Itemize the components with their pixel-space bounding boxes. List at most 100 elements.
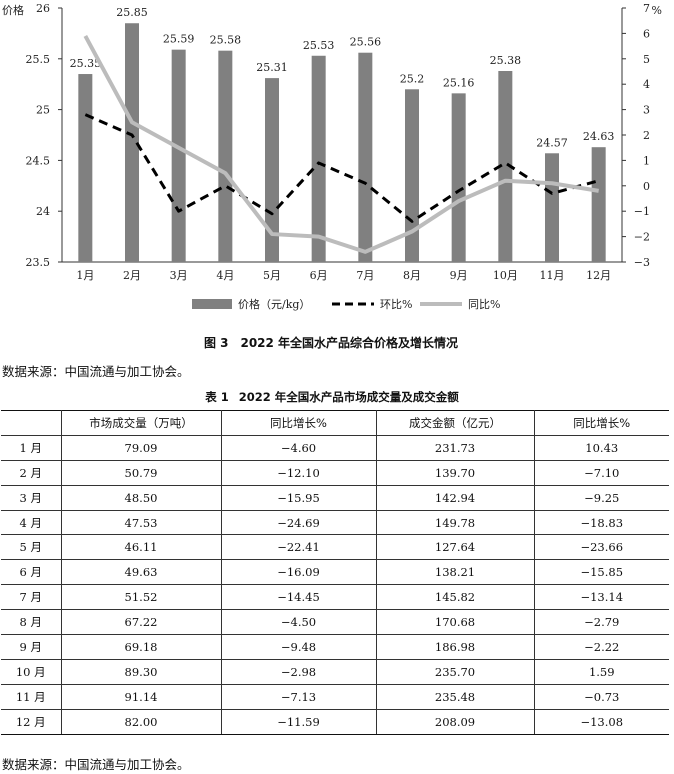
table-row: 6 月 49.63 −16.09 138.21 −15.85 xyxy=(1,559,669,586)
table-header-cell: 同比增长% xyxy=(533,410,669,436)
table-row: 12 月 82.00 −11.59 208.09 −13.08 xyxy=(1,709,669,735)
bar-value-label: 25.85 xyxy=(116,6,148,19)
left-tick-label: 24 xyxy=(36,205,50,218)
price-bar xyxy=(265,78,279,262)
table-row: 8 月 67.22 −4.50 170.68 −2.79 xyxy=(1,609,669,636)
price-bar xyxy=(78,74,93,262)
price-chart: 23.5 24 24.5 25 25.5 26 −3 −2 −1 0 1 2 3 4 5 6 7 价格% 25.35… xyxy=(0,0,674,330)
table-cell: 10.43 xyxy=(533,435,669,461)
table-cell: 69.18 xyxy=(60,634,222,660)
price-chart-svg: 23.5 24 24.5 25 25.5 26 −3 −2 −1 0 1 2 3 4 5 6 7 价格 % 25.35… xyxy=(2,2,662,311)
left-tick-label: 24.5 xyxy=(26,154,51,167)
table-cell: 235.48 xyxy=(375,684,535,710)
table-cell: 186.98 xyxy=(375,634,535,660)
table-cell: −13.08 xyxy=(533,709,669,735)
table-cell: 1.59 xyxy=(533,659,669,685)
right-tick-label: −2 xyxy=(634,231,650,244)
table-row: 2 月 50.79 −12.10 139.70 −7.10 xyxy=(1,460,669,486)
bar-value-label: 25.2 xyxy=(400,72,425,85)
table-cell: −9.48 xyxy=(220,634,377,660)
row-month-cell: 11 月 xyxy=(1,684,62,710)
table-cell: 48.50 xyxy=(60,485,222,511)
left-tick-label: 23.5 xyxy=(26,256,51,269)
table-cell: −15.95 xyxy=(220,485,377,511)
left-tick-label: 25.5 xyxy=(26,53,51,66)
table-cell: 170.68 xyxy=(375,609,535,636)
bar-value-label: 25.16 xyxy=(443,76,475,89)
table-cell: −7.10 xyxy=(533,460,669,486)
row-month-cell: 1 月 xyxy=(1,435,62,461)
row-month-cell: 7 月 xyxy=(1,584,62,611)
bar-value-label: 24.63 xyxy=(583,130,615,143)
table-header-cell: 同比增长% xyxy=(220,410,377,436)
right-tick-label: 0 xyxy=(643,180,650,193)
yoy-line xyxy=(83,34,599,254)
x-tick-label: 9月 xyxy=(450,269,468,282)
x-tick-label: 2月 xyxy=(123,269,141,282)
figure-source-note: 数据来源：中国流通与加工协会。 xyxy=(2,364,190,379)
price-bar xyxy=(498,70,513,262)
left-tick-label: 26 xyxy=(36,2,50,15)
table-row: 10 月 89.30 −2.98 235.70 1.59 xyxy=(1,659,669,685)
price-bar xyxy=(311,55,326,262)
table-cell: 127.64 xyxy=(375,534,535,561)
table-cell: −15.85 xyxy=(533,559,669,586)
table-cell: 149.78 xyxy=(375,510,535,536)
table-caption-number: 表 1 xyxy=(205,390,229,404)
table-cell: 138.21 xyxy=(375,559,535,586)
figure-caption-number: 图 3 xyxy=(203,336,229,350)
price-bar xyxy=(171,49,186,262)
table-cell: 51.52 xyxy=(60,584,222,611)
table-cell: −2.98 xyxy=(220,659,377,685)
table-cell: 67.22 xyxy=(60,609,222,636)
table-caption: 表 1 2022 年全国水产品市场成交量及成交金额 xyxy=(0,389,674,405)
table-cell: 89.30 xyxy=(60,659,222,685)
table-cell: −23.66 xyxy=(533,534,669,561)
table-row: 11 月 91.14 −7.13 235.48 −0.73 xyxy=(1,684,669,710)
right-axis-label: % xyxy=(652,4,662,17)
right-tick-label: −3 xyxy=(634,256,650,269)
row-month-cell: 6 月 xyxy=(1,559,62,586)
table-row: 5 月 46.11 −22.41 127.64 −23.66 xyxy=(1,534,669,561)
table-source-note: 数据来源：中国流通与加工协会。 xyxy=(2,757,190,772)
bar-value-label: 24.57 xyxy=(536,136,568,149)
row-month-cell: 3 月 xyxy=(1,485,62,511)
figure-caption: 图 3 2022 年全国水产品综合价格及增长情况 xyxy=(0,334,674,351)
table-cell: 46.11 xyxy=(60,534,222,561)
row-month-cell: 2 月 xyxy=(1,460,62,486)
bar-value-label: 25.56 xyxy=(350,36,382,49)
table-cell: 50.79 xyxy=(60,460,222,486)
x-tick-label: 10月 xyxy=(493,269,518,282)
table-cell: 82.00 xyxy=(60,709,222,735)
bar-value-label: 25.35 xyxy=(70,57,102,70)
table-cell: −0.73 xyxy=(533,684,669,710)
right-tick-label: 2 xyxy=(643,129,650,142)
table-cell: 235.70 xyxy=(375,659,535,685)
table-caption-title: 2022 年全国水产品市场成交量及成交金额 xyxy=(238,390,459,404)
table-cell: −13.14 xyxy=(533,584,669,611)
bar-value-label: 25.38 xyxy=(490,54,522,67)
legend-label-mom: 环比% xyxy=(380,298,412,311)
table-cell: 208.09 xyxy=(375,709,535,735)
price-bar xyxy=(125,23,139,262)
price-bar xyxy=(545,153,559,262)
table-cell: −4.50 xyxy=(220,609,377,636)
table-header-cell xyxy=(1,410,62,436)
legend-label-yoy: 同比% xyxy=(468,298,500,311)
table-cell: 47.53 xyxy=(60,510,222,536)
price-bar xyxy=(451,93,466,263)
table-row: 9 月 69.18 −9.48 186.98 −2.22 xyxy=(1,634,669,660)
table-cell: 91.14 xyxy=(60,684,222,710)
x-tick-label: 8月 xyxy=(403,269,421,282)
bar-value-label: 25.53 xyxy=(303,39,335,52)
x-tick-label: 4月 xyxy=(216,269,234,282)
right-tick-label: 4 xyxy=(643,78,650,91)
figure-caption-title: 2022 年全国水产品综合价格及增长情况 xyxy=(240,336,459,350)
table-cell: −24.69 xyxy=(220,510,377,536)
bar-value-label: 25.58 xyxy=(210,34,242,47)
table-row: 4 月 47.53 −24.69 149.78 −18.83 xyxy=(1,510,669,536)
table-cell: −2.22 xyxy=(533,634,669,660)
price-bar xyxy=(358,52,373,263)
table-cell: 145.82 xyxy=(375,584,535,611)
table-row: 7 月 51.52 −14.45 145.82 −13.14 xyxy=(1,584,669,611)
